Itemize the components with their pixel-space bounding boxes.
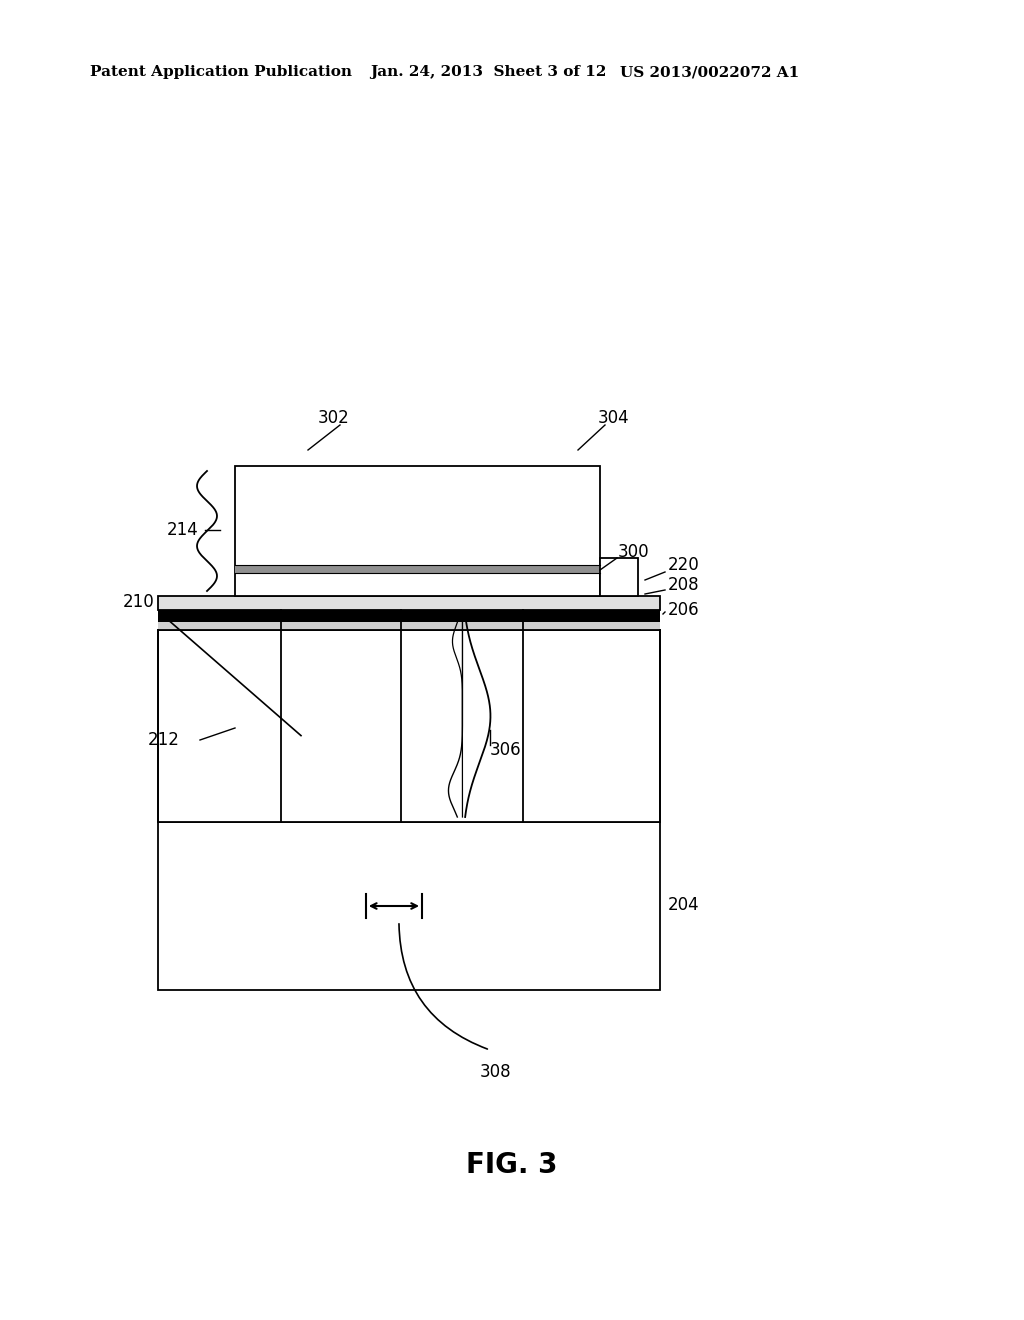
- Text: 204: 204: [668, 896, 699, 913]
- Text: 214: 214: [167, 521, 199, 539]
- Text: 208: 208: [668, 576, 699, 594]
- Bar: [158, 630, 660, 822]
- Text: Patent Application Publication: Patent Application Publication: [90, 65, 352, 79]
- Bar: [158, 822, 660, 990]
- Text: 212: 212: [148, 731, 180, 748]
- Text: 308: 308: [480, 1063, 512, 1081]
- Bar: [158, 614, 660, 630]
- Bar: [158, 610, 660, 622]
- Bar: [600, 558, 638, 597]
- Bar: [234, 565, 600, 573]
- Bar: [158, 597, 660, 610]
- Text: 300: 300: [618, 543, 649, 561]
- Text: US 2013/0022072 A1: US 2013/0022072 A1: [620, 65, 800, 79]
- Text: 306: 306: [490, 741, 521, 759]
- Text: Jan. 24, 2013  Sheet 3 of 12: Jan. 24, 2013 Sheet 3 of 12: [370, 65, 606, 79]
- Text: 220: 220: [668, 556, 699, 574]
- Text: FIG. 3: FIG. 3: [466, 1151, 558, 1179]
- Text: 210: 210: [123, 593, 155, 611]
- Text: 206: 206: [668, 601, 699, 619]
- Text: 304: 304: [598, 409, 630, 426]
- Bar: [234, 466, 600, 597]
- Text: 302: 302: [318, 409, 350, 426]
